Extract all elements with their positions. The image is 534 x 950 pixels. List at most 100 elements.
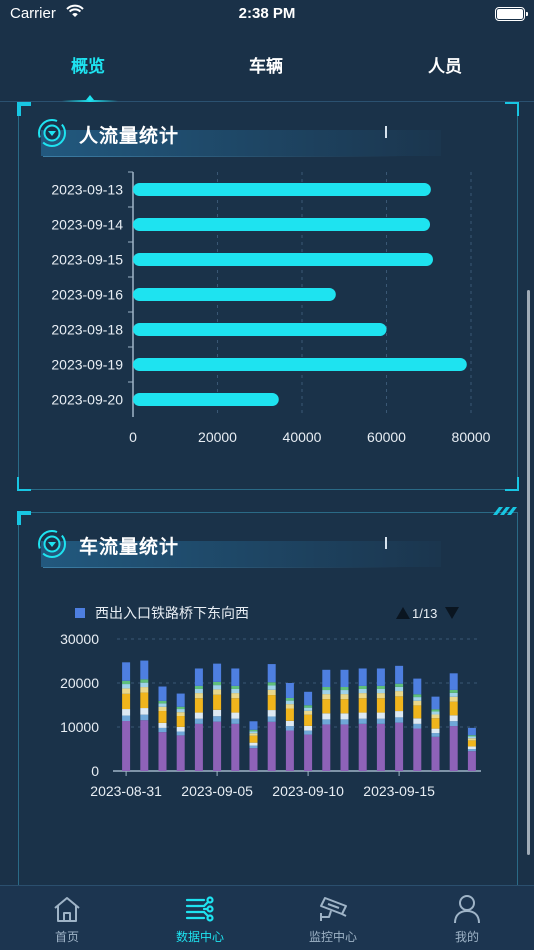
bar-segment: [322, 713, 331, 720]
bar-segment: [176, 731, 185, 736]
bar-segment: [158, 700, 167, 704]
bar-segment: [431, 696, 440, 710]
bar-segment: [122, 715, 131, 722]
active-tab-indicator: [62, 95, 118, 103]
bar-segment: [322, 687, 331, 691]
title-divider: [385, 537, 387, 549]
bar-segment: [413, 723, 422, 729]
y-tick-label: 2023-09-16: [51, 287, 123, 303]
bar-segment: [358, 685, 367, 689]
bar-segment: [431, 718, 440, 729]
bar-segment: [413, 705, 422, 719]
bar-segment: [340, 690, 349, 695]
nav-data-center[interactable]: 数据中心: [150, 886, 250, 950]
bar-segment: [158, 727, 167, 733]
bar-segment: [176, 735, 185, 771]
bar-segment: [322, 724, 331, 771]
bar-segment: [231, 718, 240, 724]
bar-segment: [213, 716, 222, 722]
bar-segment: [304, 705, 313, 708]
tab-overview[interactable]: 概览: [71, 57, 105, 77]
bar-segment: [304, 710, 313, 715]
bar-segment: [267, 664, 276, 683]
tab-vehicles[interactable]: 车辆: [249, 57, 283, 77]
x-tick-label: 80000: [452, 429, 491, 445]
bar-segment: [395, 717, 404, 723]
bar-segment: [376, 688, 385, 694]
bottom-tab-bar: 首页 数据中心 监控中心: [0, 885, 534, 950]
title-underline: [43, 156, 403, 157]
bar-segment: [140, 720, 149, 771]
bar-segment: [194, 693, 203, 699]
x-tick-label: 20000: [198, 429, 237, 445]
bar-segment: [340, 719, 349, 725]
bar-segment: [322, 719, 331, 725]
nav-profile[interactable]: 我的: [417, 886, 517, 950]
bar-segment: [158, 732, 167, 771]
bar-segment: [449, 689, 458, 693]
bar-segment: [358, 698, 367, 713]
panel-title: 车流量统计: [79, 536, 180, 558]
bar-segment: [249, 733, 258, 736]
nav-monitoring[interactable]: 监控中心: [283, 886, 383, 950]
bar-segment: [249, 735, 258, 743]
scrollbar[interactable]: [527, 290, 530, 855]
legend-label: 西出入口铁路桥下东向西: [95, 605, 249, 621]
bar-segment: [285, 720, 294, 727]
x-tick-label: 2023-09-05: [181, 783, 253, 799]
bar: [133, 218, 431, 231]
bar-segment: [249, 731, 258, 734]
bar: [133, 393, 279, 406]
bar-segment: [467, 740, 476, 747]
bar-segment: [340, 694, 349, 700]
bar-segment: [449, 673, 458, 690]
bar-segment: [467, 727, 476, 736]
bar-segment: [158, 711, 167, 723]
bar: [133, 183, 431, 196]
title-bar-background: [41, 541, 441, 567]
nav-home[interactable]: 首页: [17, 886, 117, 950]
y-tick-label: 0: [91, 763, 99, 779]
bar-segment: [304, 725, 313, 731]
bar-segment: [322, 694, 331, 700]
bar-segment: [449, 721, 458, 727]
bar-segment: [376, 712, 385, 719]
bar-segment: [249, 742, 258, 746]
decorative-stripes: [493, 507, 517, 515]
bar-segment: [376, 723, 385, 771]
bar-segment: [340, 713, 349, 720]
bar-segment: [413, 700, 422, 706]
bar-segment: [231, 693, 240, 699]
bar-segment: [213, 694, 222, 710]
bar-segment: [358, 718, 367, 724]
bar-segment: [304, 734, 313, 771]
panel-header: 人流量统计: [19, 102, 519, 162]
chart-target-icon: [38, 119, 66, 147]
bar-segment: [376, 693, 385, 699]
nav-home-label: 首页: [54, 930, 79, 944]
bar-segment: [449, 726, 458, 771]
bar-segment: [395, 686, 404, 692]
panel-corner: [505, 102, 519, 116]
bar-segment: [376, 668, 385, 686]
battery-icon: [495, 7, 528, 21]
bar-segment: [413, 694, 422, 698]
bar-segment: [158, 706, 167, 712]
bar-segment: [194, 688, 203, 694]
tab-personnel[interactable]: 人员: [428, 57, 462, 77]
bar-segment: [285, 726, 294, 731]
bar-segment: [431, 728, 440, 734]
top-tab-bar: 概览 车辆 人员: [0, 30, 534, 103]
bar-segment: [213, 663, 222, 682]
bar-segment: [304, 714, 313, 726]
bar-segment: [467, 749, 476, 752]
bar-segment: [176, 709, 185, 713]
y-tick-label: 2023-09-13: [51, 182, 123, 198]
bar-segment: [194, 723, 203, 771]
bar-segment: [176, 726, 185, 732]
bar-segment: [467, 738, 476, 741]
x-tick-label: 0: [129, 429, 137, 445]
bar-segment: [358, 712, 367, 719]
bar-segment: [231, 712, 240, 719]
x-tick-label: 2023-09-15: [363, 783, 435, 799]
